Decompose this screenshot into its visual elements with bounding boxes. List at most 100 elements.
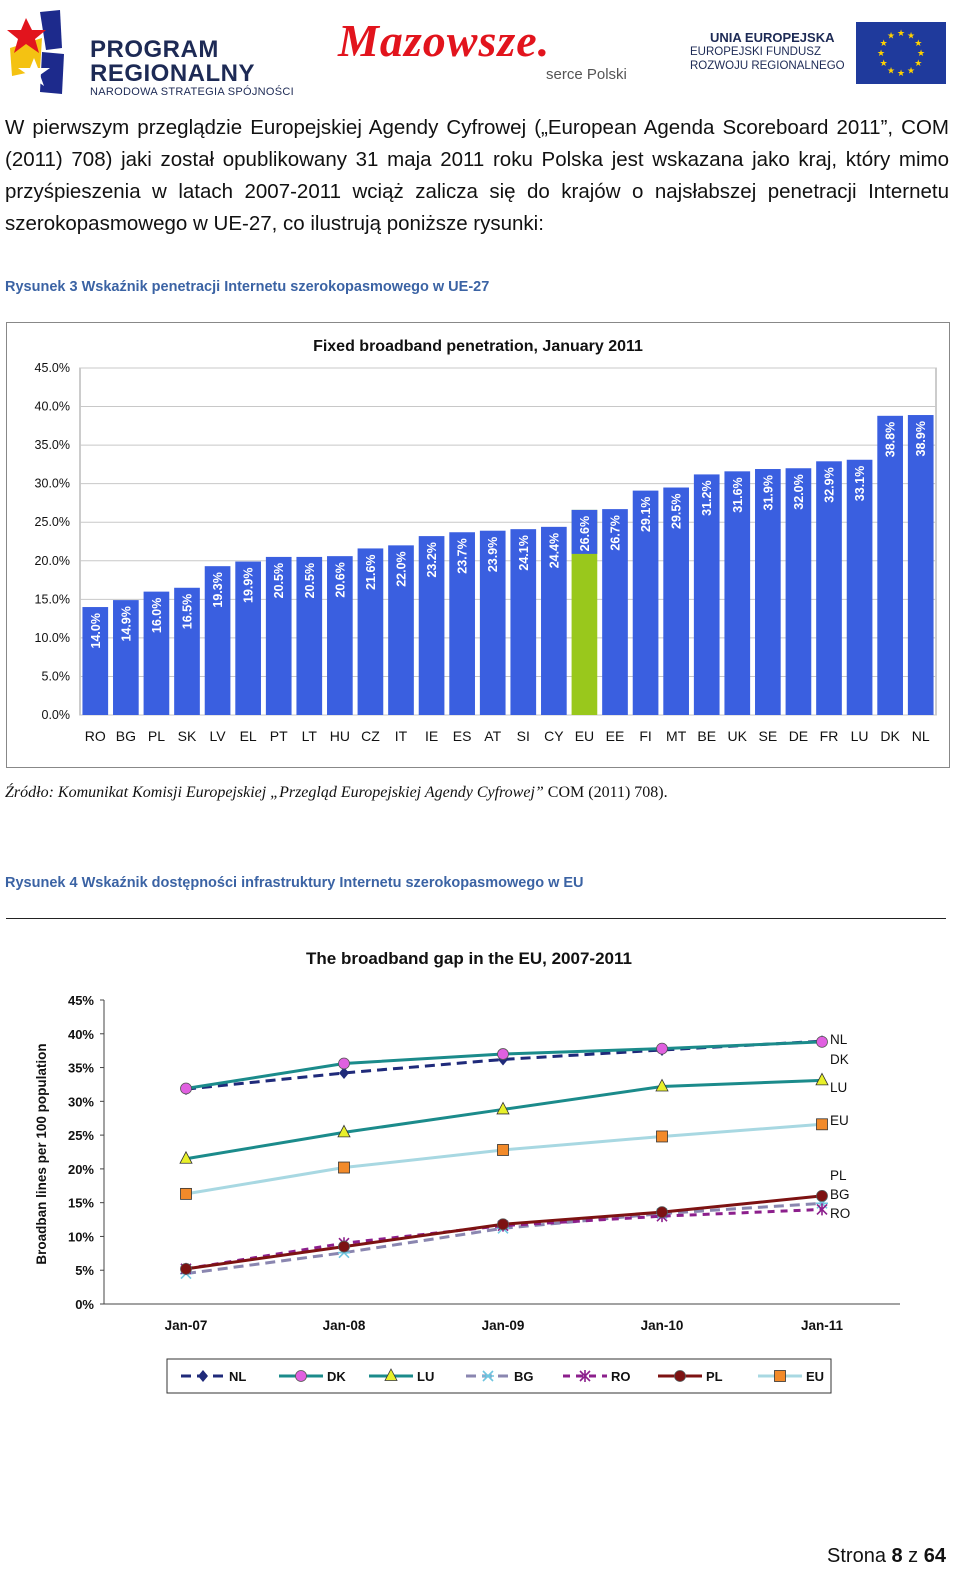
y-tick-label: 30% — [68, 1094, 94, 1109]
bar-lu — [846, 459, 873, 715]
series-dk — [180, 1035, 828, 1095]
series-line — [185, 1122, 823, 1196]
bar-sk — [174, 587, 200, 715]
y-tick-label: 30.0% — [35, 477, 70, 491]
x-tick-label: BE — [697, 728, 716, 744]
legend-marker — [482, 1370, 494, 1382]
bar-pt — [265, 556, 292, 715]
legend-label: DK — [327, 1369, 346, 1384]
x-tick-label: BG — [116, 728, 136, 744]
bar-fr — [816, 461, 842, 715]
bar-data-label: 38.8% — [884, 422, 898, 457]
series-nl — [181, 1035, 827, 1096]
svg-text:★: ★ — [914, 39, 922, 49]
series-marker — [180, 1082, 192, 1095]
svg-text:★: ★ — [887, 66, 895, 76]
y-tick-label: 0.0% — [42, 708, 71, 722]
svg-text:★: ★ — [887, 32, 895, 42]
figure-3-caption: Rysunek 3 Wskaźnik penetracji Internetu … — [5, 279, 490, 295]
bar-data-label: 24.1% — [517, 535, 531, 570]
y-tick-label: 0% — [75, 1297, 94, 1312]
legend-label: EU — [806, 1369, 824, 1384]
page-footer: Strona 8 z 64 — [827, 1545, 946, 1568]
legend-marker — [674, 1370, 686, 1382]
x-tick-label: IE — [425, 728, 438, 744]
bar-data-label: 23.9% — [486, 537, 500, 572]
program-regionalny-logo: PROGRAM REGIONALNY NARODOWA STRATEGIA SP… — [6, 8, 306, 100]
intro-paragraph: W pierwszym przeglądzie Europejskiej Age… — [5, 116, 949, 235]
eu-line-3: ROZWOJU REGIONALNEGO — [690, 60, 845, 72]
bar-fi — [632, 490, 659, 715]
bar-es — [449, 532, 475, 715]
svg-text:★: ★ — [880, 59, 888, 69]
legend-marker — [295, 1370, 307, 1382]
series-marker — [656, 1042, 668, 1055]
bar-ee — [602, 509, 628, 715]
program-line-3: NARODOWA STRATEGIA SPÓJNOŚCI — [90, 86, 294, 98]
x-tick-label: EL — [240, 728, 257, 744]
x-tick-label: Jan-07 — [165, 1318, 208, 1333]
bar-data-label: 38.9% — [914, 421, 928, 456]
bar-data-label: 19.9% — [242, 568, 256, 603]
bar-data-label: 26.6% — [578, 516, 592, 551]
y-tick-label: 10.0% — [35, 631, 70, 645]
y-tick-label: 20.0% — [35, 554, 70, 568]
series-marker — [180, 1187, 192, 1200]
bar-se — [755, 469, 781, 715]
series-marker — [180, 1262, 192, 1275]
x-tick-label: HU — [330, 728, 350, 744]
bar-data-label: 31.9% — [761, 475, 775, 510]
bar-uk — [724, 471, 751, 715]
bar-bg — [113, 600, 139, 715]
bar-data-label: 24.4% — [547, 533, 561, 568]
series-marker — [497, 1218, 509, 1231]
bar-si — [510, 529, 537, 715]
series-marker — [179, 1150, 193, 1164]
x-tick-label: LV — [210, 728, 227, 744]
bar-cz — [357, 548, 384, 715]
bar-data-label: 22.0% — [395, 551, 409, 586]
page-header: PROGRAM REGIONALNY NARODOWA STRATEGIA SP… — [0, 0, 960, 108]
bar-pl — [143, 591, 170, 715]
program-line-1: PROGRAM — [90, 36, 219, 63]
bar-nl — [907, 415, 934, 715]
x-tick-label: Jan-11 — [801, 1318, 844, 1333]
mazowsze-logo: Mazowsze. serce Polski — [338, 15, 648, 88]
x-tick-label: CZ — [361, 728, 380, 744]
bar-de — [785, 468, 812, 715]
legend-marker — [198, 1370, 208, 1382]
figure-4-caption: Rysunek 4 Wskaźnik dostępności infrastru… — [5, 875, 584, 891]
bar-data-label: 29.5% — [670, 494, 684, 529]
series-end-label: DK — [830, 1052, 849, 1067]
x-tick-label: LT — [302, 728, 318, 744]
series-marker — [815, 1072, 829, 1086]
y-tick-label: 10% — [68, 1229, 94, 1244]
bar-at — [479, 530, 506, 715]
footer-total-pages: 64 — [923, 1545, 946, 1567]
series-marker — [816, 1035, 828, 1048]
eu-logo: UNIA EUROPEJSKA EUROPEJSKI FUNDUSZ ROZWO… — [690, 22, 950, 86]
bar-data-label: 23.2% — [425, 542, 439, 577]
bar-mt — [663, 487, 689, 715]
bar-label-box — [571, 509, 598, 554]
series-lu — [179, 1072, 829, 1164]
x-tick-label: Jan-09 — [482, 1318, 525, 1333]
x-tick-label: ES — [453, 728, 472, 744]
legend-marker — [384, 1368, 398, 1381]
footer-prefix: Strona — [827, 1545, 892, 1567]
x-tick-label: UK — [728, 728, 748, 744]
y-tick-label: 40.0% — [35, 400, 70, 414]
bar-data-label: 19.3% — [211, 572, 225, 607]
bar-data-label: 14.9% — [119, 606, 133, 641]
bar-lv — [204, 566, 231, 715]
chart-title: The broadband gap in the EU, 2007-2011 — [306, 949, 632, 968]
y-tick-label: 45.0% — [35, 361, 70, 375]
svg-text:★: ★ — [917, 49, 925, 59]
y-tick-label: 35.0% — [35, 438, 70, 452]
series-marker — [497, 1144, 509, 1156]
series-marker — [338, 1161, 350, 1174]
fixed-broadband-bar-chart: Fixed broadband penetration, January 201… — [6, 322, 950, 768]
series-marker — [656, 1130, 668, 1143]
x-tick-label: EE — [606, 728, 625, 744]
x-tick-label: PT — [270, 728, 288, 744]
